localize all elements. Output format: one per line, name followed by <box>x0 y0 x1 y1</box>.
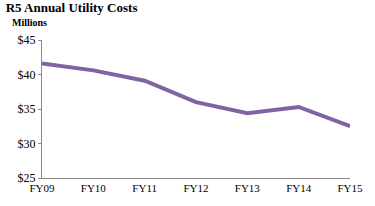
svg-text:R5 Annual Utility Costs: R5 Annual Utility Costs <box>6 0 138 15</box>
svg-text:$25: $25 <box>18 171 36 185</box>
svg-text:FY10: FY10 <box>81 182 107 194</box>
svg-text:$35: $35 <box>18 102 36 116</box>
svg-text:Millions: Millions <box>12 17 47 28</box>
svg-text:FY15: FY15 <box>337 182 363 194</box>
svg-text:FY13: FY13 <box>235 182 261 194</box>
svg-text:$40: $40 <box>18 68 36 82</box>
svg-text:FY09: FY09 <box>29 182 55 194</box>
svg-text:FY14: FY14 <box>286 182 312 194</box>
svg-text:FY12: FY12 <box>183 182 208 194</box>
svg-text:$30: $30 <box>18 137 36 151</box>
svg-text:$45: $45 <box>18 33 36 47</box>
svg-text:FY11: FY11 <box>132 182 157 194</box>
